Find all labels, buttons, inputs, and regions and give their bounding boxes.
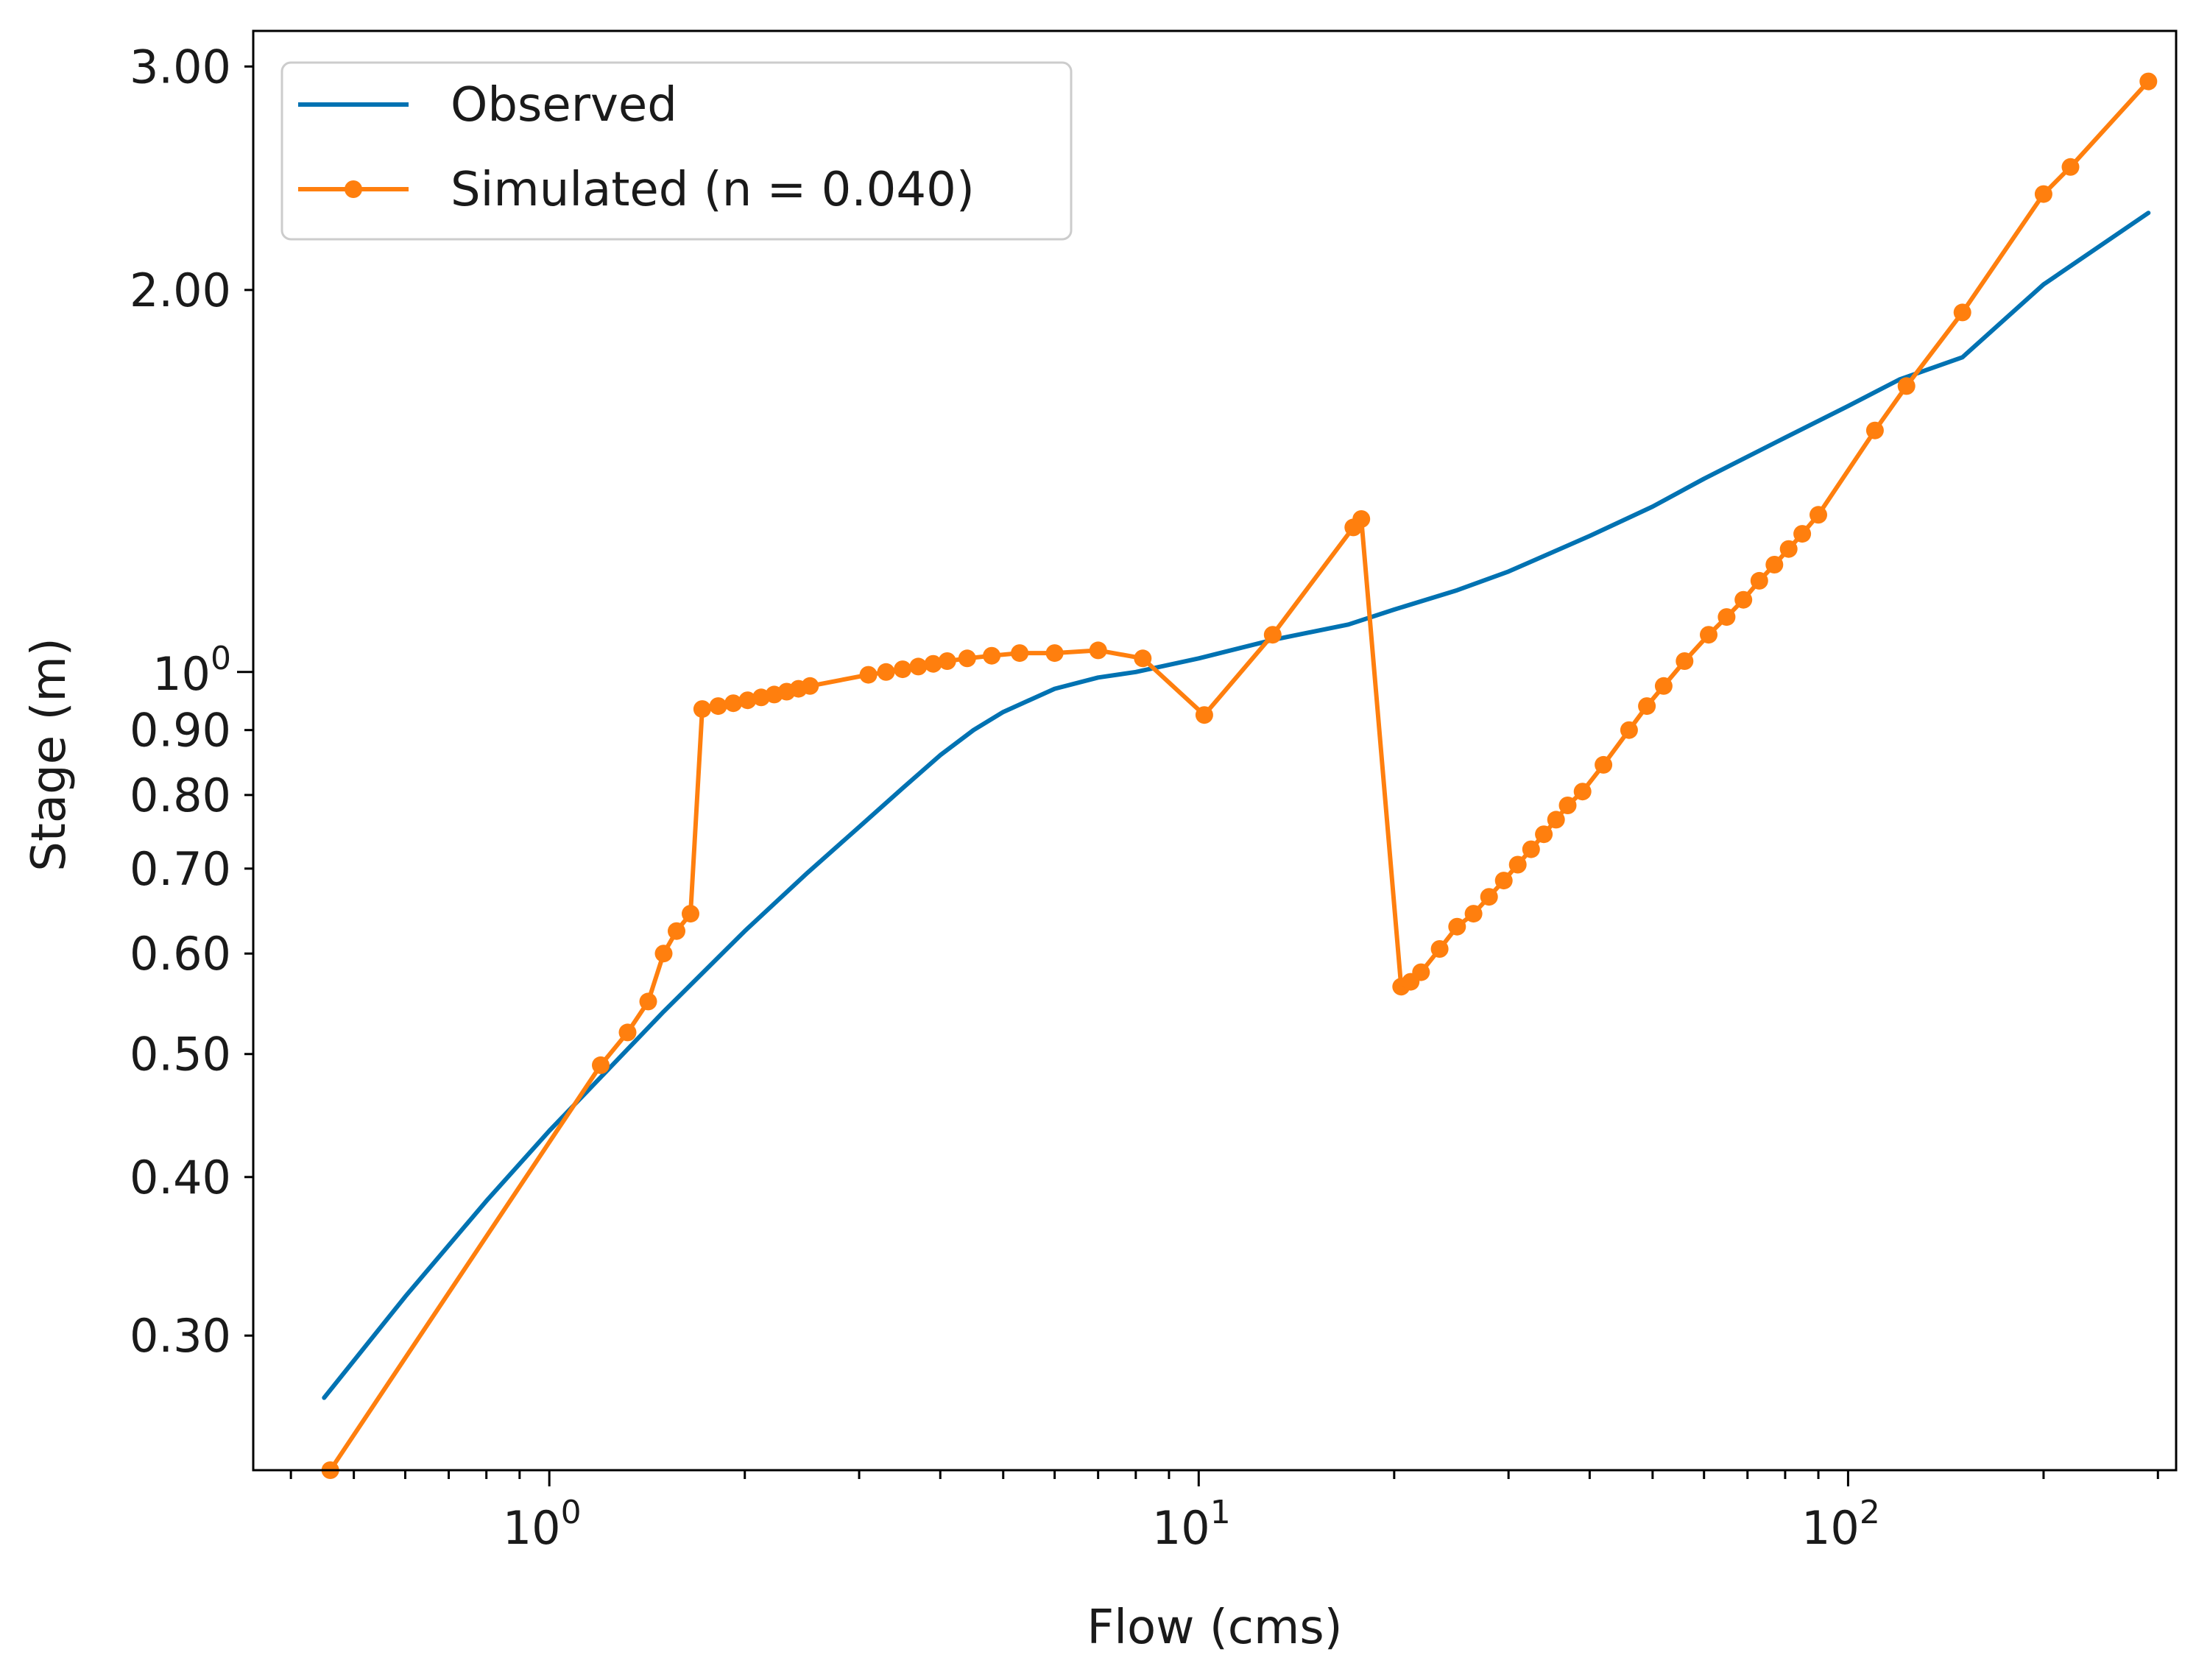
data-point-simulated [894,660,912,679]
x-axis: 100 101 102 [289,1470,2159,1555]
data-point-simulated [639,992,657,1011]
data-point-simulated [1547,811,1565,829]
data-point-simulated [1263,626,1282,644]
data-point-simulated [1810,506,1827,524]
y-tick-label-power: 100 [152,640,231,701]
series-layer [321,72,2158,1479]
data-point-simulated [958,649,976,668]
data-point-simulated [801,677,819,695]
x-tick-label: 102 [1801,1494,1880,1555]
data-point-simulated [1793,525,1812,543]
x-axis-title: Flow (cms) [1087,1600,1342,1655]
y-tick-label: 0.60 [130,927,231,981]
y-axis-title: Stage (m) [22,638,77,872]
data-point-simulated [1522,840,1540,858]
data-point-simulated [1045,644,1064,663]
data-point-simulated [909,657,928,676]
data-point-simulated [1011,644,1029,663]
data-point-simulated [1430,940,1449,958]
data-point-simulated [1765,556,1784,573]
y-tick-label: 0.80 [130,769,231,822]
data-point-simulated [1480,888,1498,906]
y-tick-label: 0.70 [130,842,231,896]
data-point-simulated [654,945,673,963]
data-point-simulated [1620,721,1638,739]
y-tick-label: 0.90 [130,704,231,758]
data-point-simulated [1573,783,1592,801]
data-point-simulated [1897,377,1916,395]
data-point-simulated [1750,571,1768,590]
data-point-simulated [1700,626,1717,644]
y-tick-label: 0.50 [130,1028,231,1081]
data-point-simulated [924,654,942,673]
legend-label-observed: Observed [451,78,677,133]
legend-box [280,61,1073,241]
data-point-simulated [709,697,727,716]
data-point-simulated [1953,303,1971,322]
data-point-simulated [1638,697,1656,716]
plot-frame [252,29,2178,1472]
y-tick-label: 2.00 [130,264,231,317]
y-tick-label: 3.00 [130,40,231,93]
data-point-simulated [592,1056,610,1074]
y-tick-label: 0.30 [130,1309,231,1363]
data-point-simulated [1558,797,1577,814]
data-point-simulated [724,694,743,713]
data-point-simulated [1352,510,1371,528]
data-point-simulated [983,646,1001,665]
y-tick-label: 0.40 [130,1151,231,1204]
y-axis: 0.30 0.40 0.50 0.60 0.70 0.80 0.90 2.00 3.00 100 [130,40,253,1363]
data-point-simulated [1734,590,1753,609]
data-point-simulated [693,700,711,719]
data-point-simulated [1654,677,1673,695]
data-point-simulated [682,905,699,923]
series-line-observed [322,211,2151,1400]
data-point-simulated [2061,158,2080,176]
data-point-simulated [1195,706,1213,724]
data-point-simulated [859,666,878,684]
data-point-simulated [1779,540,1798,558]
data-point-simulated [2139,72,2158,91]
data-point-simulated [1865,421,1884,440]
data-point-simulated [1595,755,1613,774]
data-point-simulated [1508,855,1527,874]
legend-label-simulated: Simulated (n = 0.040) [451,163,975,217]
x-tick-label: 101 [1152,1494,1231,1555]
data-point-simulated [668,922,685,940]
data-point-simulated [2034,185,2052,203]
legend: Observed Simulated (n = 0.040) [280,61,1073,241]
x-tick-label: 100 [503,1494,582,1555]
data-point-simulated [618,1023,637,1042]
data-point-simulated [938,652,956,670]
data-point-simulated [877,663,895,681]
legend-marker-simulated [345,180,362,198]
data-point-simulated [1134,649,1152,668]
data-point-simulated [1717,608,1736,627]
data-point-simulated [1412,963,1430,981]
data-point-simulated [1464,905,1483,923]
data-point-simulated [1535,825,1553,844]
data-point-simulated [738,691,757,710]
data-point-simulated [1448,917,1466,936]
data-point-simulated [1494,872,1513,890]
data-point-simulated [1089,641,1107,660]
data-point-simulated [1676,652,1694,670]
